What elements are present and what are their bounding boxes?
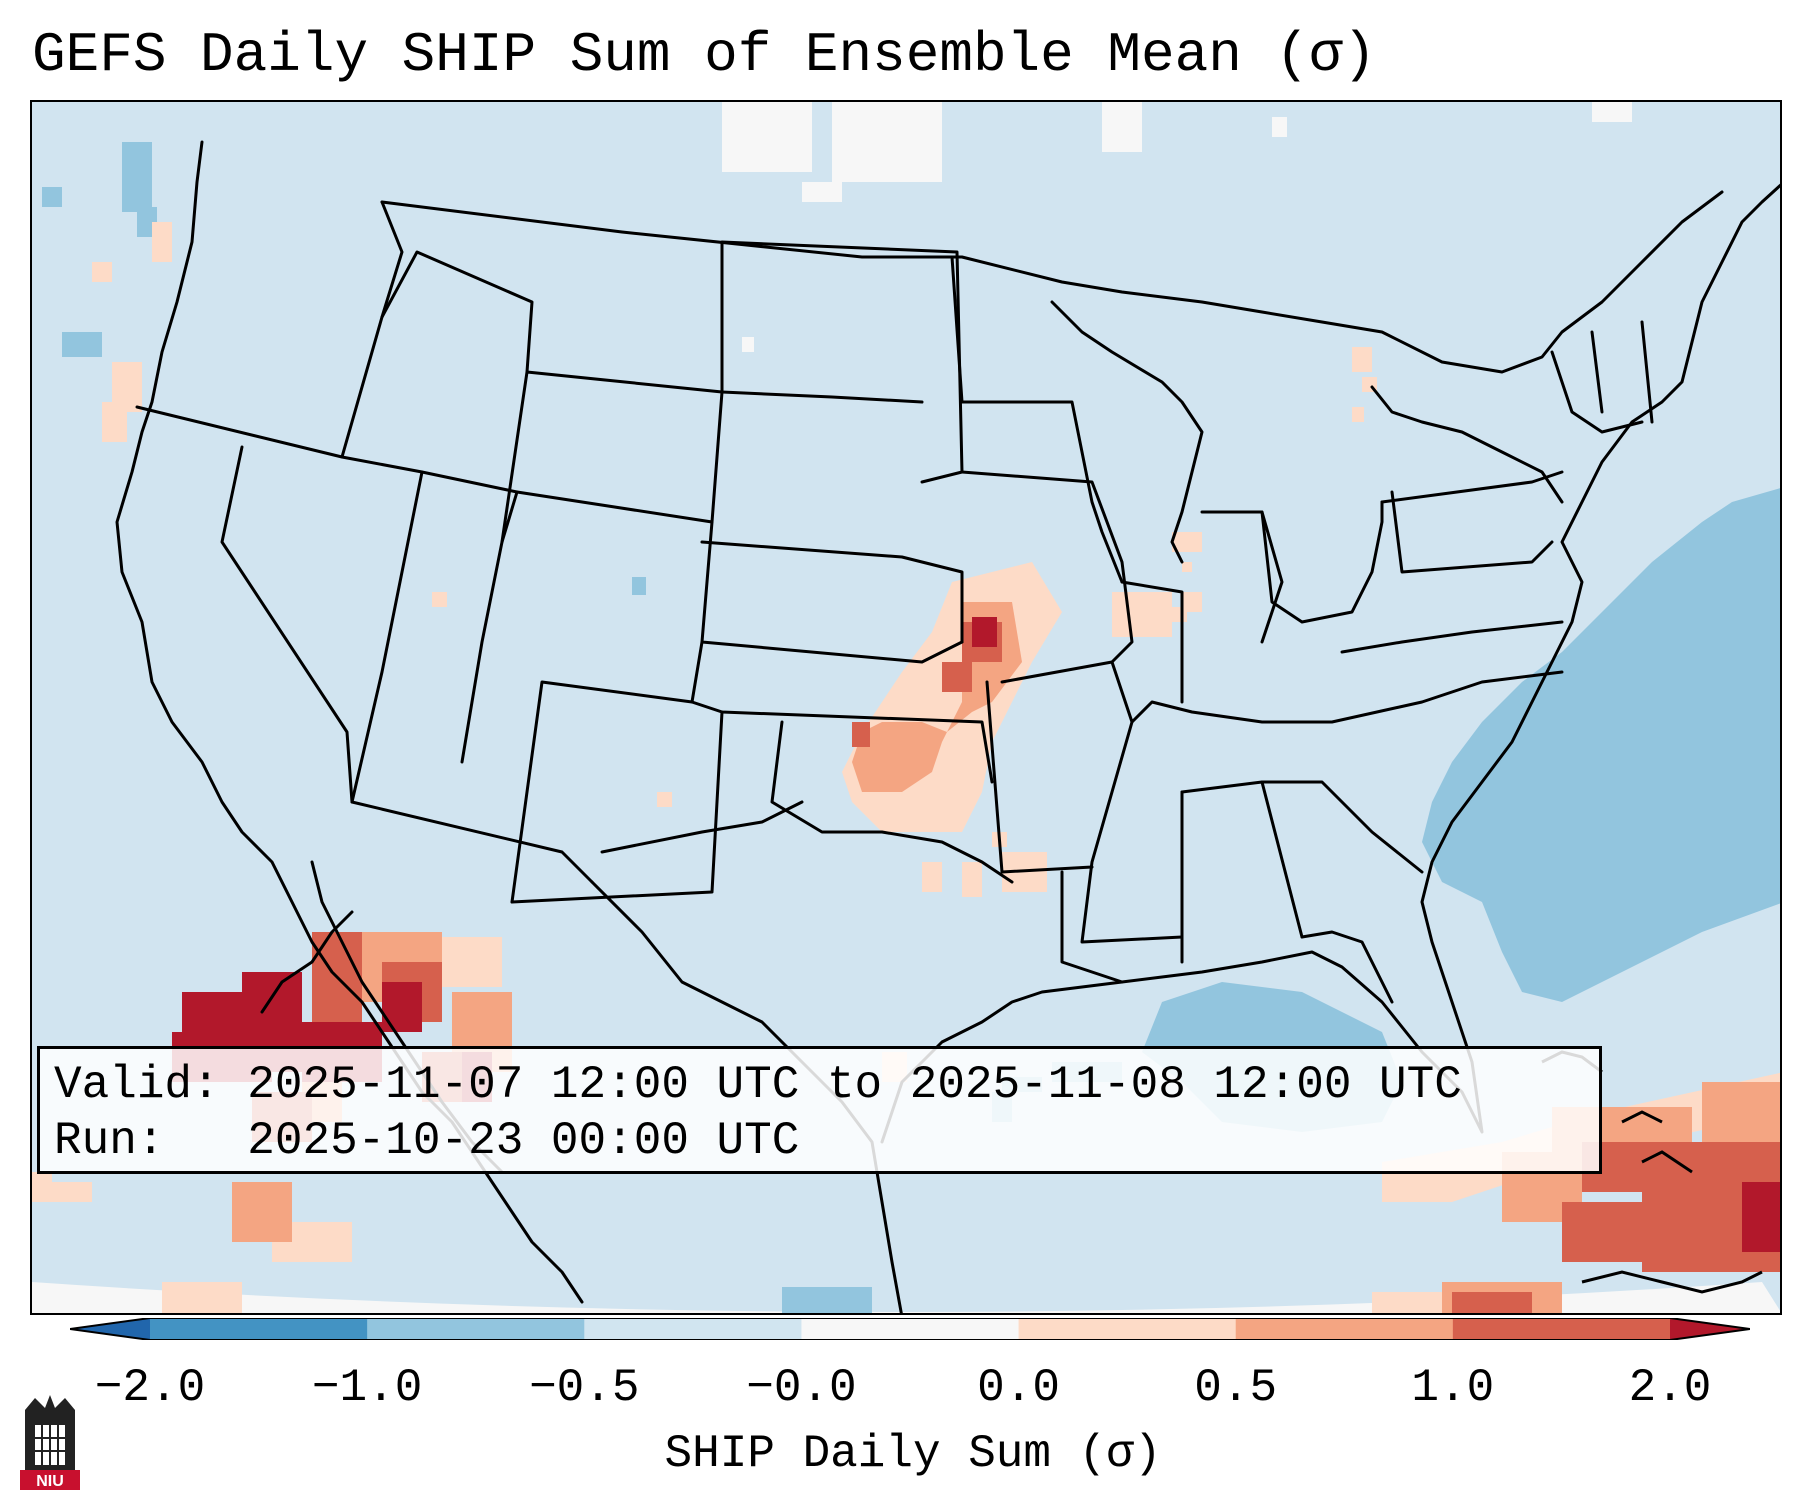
- colorbar-label: SHIP Daily Sum (σ): [664, 1428, 1162, 1480]
- colorbar-bin: [150, 1318, 368, 1340]
- atlantic-gulf-coastline: [880, 183, 1780, 1144]
- info-box: Valid: 2025-11-07 12:00 UTC to 2025-11-0…: [37, 1046, 1602, 1174]
- map-outlines: [115, 140, 1780, 1313]
- great-lakes-border: [1370, 385, 1564, 504]
- niu-logo: NIU: [20, 1395, 80, 1490]
- canada-us-border: [380, 190, 1724, 374]
- colorbar-over-arrow: [1670, 1318, 1750, 1340]
- colorbar-bin: [1235, 1318, 1454, 1340]
- colorbar-tick-label: −1.0: [311, 1362, 423, 1414]
- lake-michigan: [1050, 300, 1204, 564]
- colorbar-bin: [801, 1318, 1020, 1340]
- colorbar-tick-label: −0.5: [529, 1362, 640, 1414]
- run-label: Run:: [54, 1115, 165, 1167]
- colorbar-bin: [367, 1318, 585, 1340]
- colorbar-tick-label: −0.0: [746, 1362, 857, 1414]
- logo-band: [20, 1470, 80, 1490]
- colorbar-bin: [1018, 1318, 1237, 1340]
- run-value: 2025-10-23 00:00 UTC: [247, 1115, 800, 1167]
- map-title: GEFS Daily SHIP Sum of Ensemble Mean (σ): [32, 23, 1377, 87]
- valid-value: 2025-11-07 12:00 UTC to 2025-11-08 12:00…: [247, 1059, 1462, 1111]
- colorbar: [70, 1318, 1750, 1340]
- valid-label: Valid:: [54, 1059, 220, 1111]
- colorbar-tick-label: 2.0: [1628, 1362, 1712, 1414]
- colorbar-tick-label: 0.5: [1194, 1362, 1278, 1414]
- near-zero-patches: [32, 102, 1780, 1313]
- atlantic-negative-region: [1422, 488, 1780, 1002]
- colorbar-tick-label: −2.0: [94, 1362, 206, 1414]
- colorbar-bin: [1452, 1318, 1671, 1340]
- colorbar-tick-label: 1.0: [1411, 1362, 1495, 1414]
- colorbar-tick-label: 0.0: [977, 1362, 1060, 1414]
- map-edge-wedge: [32, 1282, 1780, 1313]
- colorbar-under-arrow: [70, 1318, 150, 1340]
- logo-text: NIU: [36, 1473, 64, 1490]
- colorbar-bin: [584, 1318, 802, 1340]
- mexico-interior: [260, 910, 354, 1014]
- colorbar-bins: [150, 1318, 1671, 1340]
